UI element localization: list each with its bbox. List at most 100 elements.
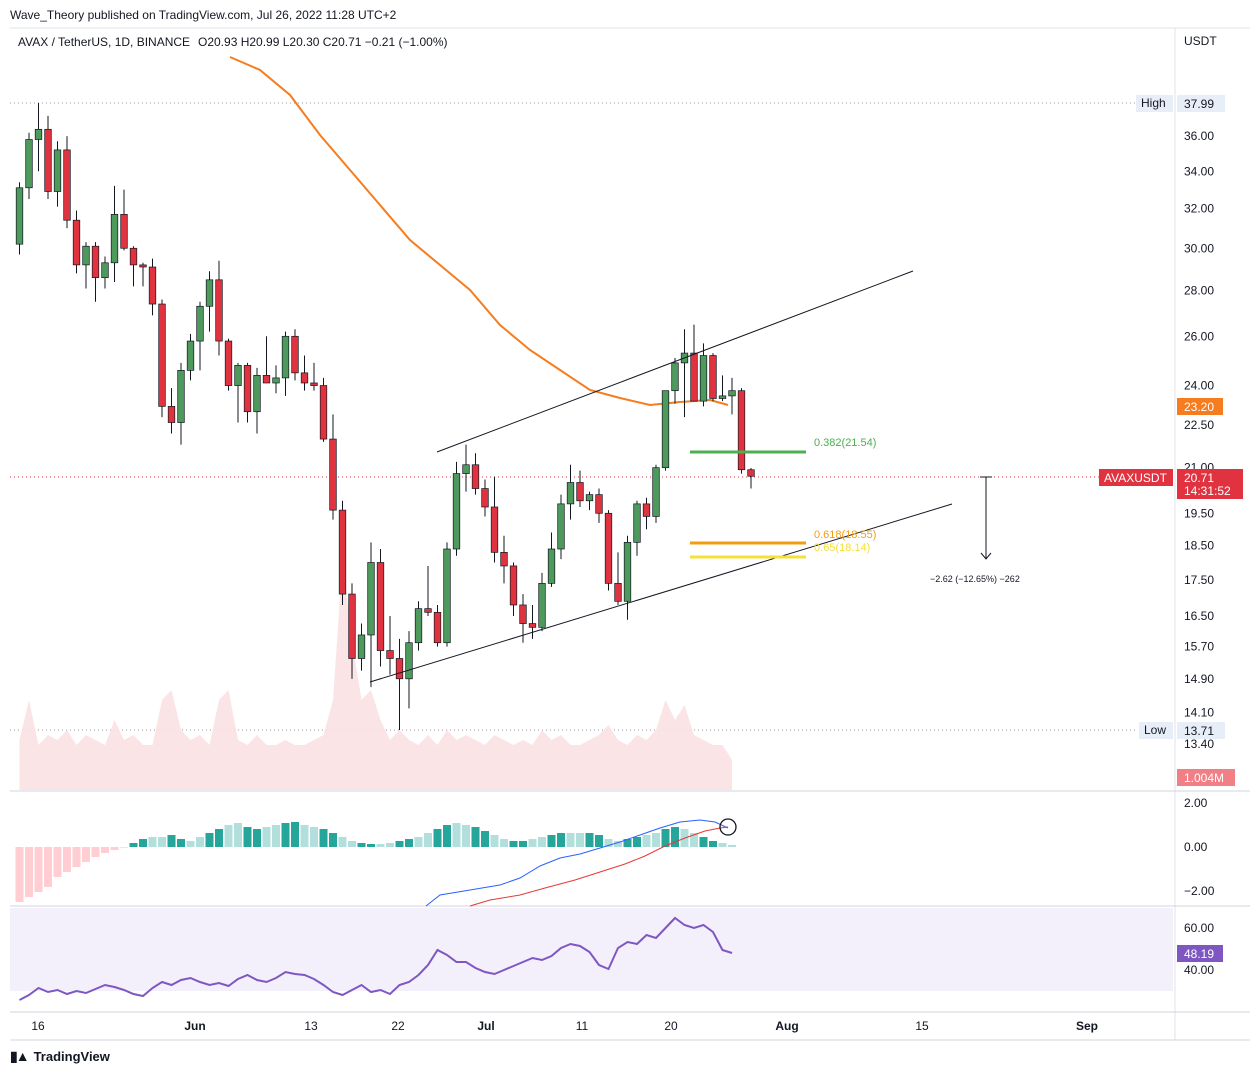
candle — [614, 552, 622, 605]
candle — [34, 103, 43, 172]
macd-tick: 2.00 — [1184, 796, 1208, 810]
candle — [604, 510, 613, 591]
date-tick: Jun — [184, 1019, 205, 1033]
candle — [139, 262, 147, 287]
svg-text:AVAXUSDT: AVAXUSDT — [1104, 471, 1168, 485]
candle — [699, 343, 708, 407]
ticker-badge: AVAXUSDT 20.71 14:31:52 — [1099, 469, 1243, 499]
macd-bar — [367, 844, 375, 847]
macd-bar — [604, 839, 613, 847]
price-tick: 19.50 — [1184, 506, 1214, 520]
candle — [367, 542, 375, 688]
candle — [709, 353, 717, 402]
macd-bar — [633, 837, 641, 847]
candle — [718, 375, 727, 402]
candle — [72, 210, 81, 274]
macd-bar — [25, 847, 33, 897]
date-axis[interactable]: 16 Jun 13 22 Jul 11 20 Aug 15 Sep — [31, 1019, 1098, 1033]
macd-bar — [728, 845, 736, 847]
macd-bar — [490, 835, 499, 847]
candle — [500, 535, 508, 584]
price-tick: 15.70 — [1184, 640, 1214, 654]
macd-bar — [129, 843, 138, 847]
candle — [167, 388, 176, 434]
svg-text:48.19: 48.19 — [1184, 947, 1214, 961]
macd-bar — [15, 847, 24, 902]
macd-bar — [386, 843, 394, 847]
svg-text:23.20: 23.20 — [1184, 400, 1214, 414]
macd-bar — [471, 827, 480, 847]
macd-bar — [158, 837, 166, 847]
macd-bar — [528, 839, 537, 847]
rsi-tick: 60.00 — [1184, 921, 1214, 935]
macd-bar — [709, 841, 717, 847]
macd-bar — [376, 844, 385, 847]
macd-tick: 0.00 — [1184, 840, 1208, 854]
macd-cross-circle[interactable] — [719, 818, 737, 836]
price-tick: 30.00 — [1184, 241, 1214, 255]
candle — [101, 256, 109, 289]
macd-bar — [623, 839, 632, 847]
macd-bar — [205, 833, 214, 847]
svg-text:37.99: 37.99 — [1184, 97, 1214, 111]
rsi-axis[interactable]: 60.00 40.00 — [1184, 921, 1214, 977]
price-axis[interactable]: 36.00 34.00 32.00 30.00 28.00 26.00 24.00 22.50… — [1184, 129, 1214, 751]
measure-tool[interactable]: −2.62 (−12.65%) −262 — [930, 476, 1020, 584]
price-tick: 26.00 — [1184, 329, 1214, 343]
svg-text:13.71: 13.71 — [1184, 724, 1214, 738]
macd-bar — [148, 837, 157, 847]
fib-382-label: 0.382(21.54) — [814, 437, 876, 449]
macd-bar — [614, 841, 622, 847]
candle — [281, 331, 290, 396]
macd-histogram — [15, 822, 736, 902]
channel-lower-line[interactable] — [369, 503, 953, 683]
macd-bar — [310, 827, 318, 847]
candle — [595, 488, 603, 523]
rsi-value-badge: 48.19 — [1177, 945, 1223, 962]
macd-bar — [557, 833, 565, 847]
price-tick: 13.40 — [1184, 737, 1214, 751]
candle — [25, 132, 33, 200]
macd-bar — [186, 841, 195, 847]
candle — [158, 299, 166, 418]
candle — [338, 500, 347, 605]
symbol-title[interactable]: AVAX / TetherUS, 1D, BINANCE — [18, 35, 190, 49]
macd-bar — [63, 847, 71, 872]
signal-line — [469, 826, 729, 907]
svg-text:High: High — [1141, 96, 1166, 110]
candle — [509, 562, 518, 617]
macd-bar — [671, 827, 679, 847]
candle — [633, 500, 641, 556]
candle — [481, 479, 489, 517]
candle — [253, 367, 261, 434]
macd-bar — [443, 825, 451, 847]
macd-axis[interactable]: 2.00 0.00 −2.00 — [1184, 796, 1215, 898]
candle — [300, 355, 309, 391]
low-marker: Low 13.71 — [1139, 722, 1225, 739]
candle — [243, 362, 252, 423]
rsi-line — [19, 916, 733, 1001]
macd-bar — [481, 831, 489, 847]
candle — [471, 453, 480, 495]
macd-bar — [519, 841, 527, 847]
macd-bar — [395, 841, 404, 847]
tradingview-brand[interactable]: ▮▲ TradingView — [10, 1048, 110, 1065]
price-tick: 36.00 — [1184, 129, 1214, 143]
candle — [53, 141, 62, 207]
macd-bar — [101, 847, 109, 853]
candle — [680, 329, 689, 418]
candle — [262, 336, 271, 384]
candle — [205, 271, 214, 332]
fib-65-label: 0.65(18.14) — [814, 542, 870, 554]
candle — [129, 246, 138, 287]
candle — [44, 115, 52, 200]
candle — [186, 333, 195, 381]
macd-bar — [718, 843, 727, 847]
candle — [120, 189, 128, 251]
macd-bar — [642, 835, 651, 847]
brand-label: TradingView — [33, 1049, 110, 1064]
candle — [348, 583, 356, 679]
channel-upper-line[interactable] — [436, 270, 914, 453]
macd-bar — [196, 837, 204, 847]
